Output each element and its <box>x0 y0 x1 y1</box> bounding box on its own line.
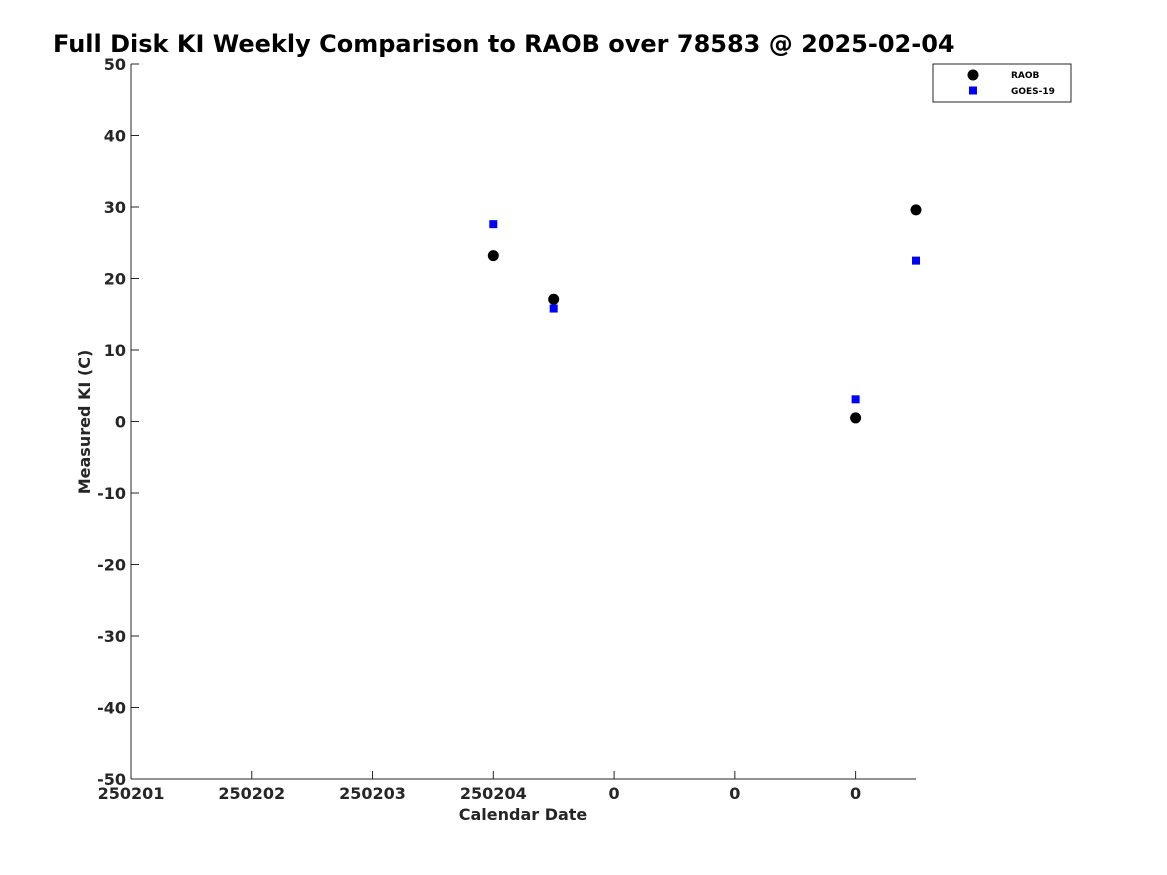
y-tick-label: 10 <box>104 341 126 360</box>
y-tick-label: -20 <box>97 556 126 575</box>
x-tick-label: 250201 <box>98 784 165 803</box>
y-tick-label: 20 <box>104 270 126 289</box>
x-tick-label: 250202 <box>218 784 285 803</box>
data-point-raob <box>910 204 922 216</box>
y-tick-label: -50 <box>97 770 126 789</box>
y-tick-label: -10 <box>97 484 126 503</box>
chart-title: Full Disk KI Weekly Comparison to RAOB o… <box>53 30 955 58</box>
data-point-goes-19 <box>549 304 558 313</box>
legend-label-raob: RAOB <box>1011 71 1040 81</box>
y-tick-label: 50 <box>104 55 126 74</box>
x-tick-label: 0 <box>850 784 861 803</box>
axes <box>130 64 916 780</box>
y-tick-label: -40 <box>97 699 126 718</box>
data-point-raob <box>487 250 499 262</box>
data-point-raob <box>850 412 862 424</box>
legend-marker-raob <box>967 69 979 81</box>
y-axis-ticks: -50 -40 -30 -20 -10 0 10 20 30 40 50 <box>97 55 139 789</box>
data-point-goes-19 <box>489 220 498 229</box>
x-axis-ticks: 250201 250202 250203 250204 0 0 0 <box>98 771 861 803</box>
y-tick-label: 40 <box>104 127 126 146</box>
x-tick-label: 250204 <box>460 784 527 803</box>
legend-box <box>932 63 1072 103</box>
x-tick-label: 0 <box>609 784 620 803</box>
x-axis-label: Calendar Date <box>459 805 588 824</box>
y-tick-label: 30 <box>104 198 126 217</box>
x-tick-label: 0 <box>729 784 740 803</box>
legend: RAOB GOES-19 <box>932 63 1072 103</box>
data-points <box>487 204 922 424</box>
data-point-goes-19 <box>912 256 920 265</box>
y-axis-label: Measured KI (C) <box>75 350 94 495</box>
legend-marker-goes-19 <box>969 86 977 95</box>
y-tick-label: -30 <box>97 627 126 646</box>
x-tick-label: 250203 <box>339 784 406 803</box>
data-point-goes-19 <box>851 395 860 404</box>
data-point-raob <box>548 293 560 305</box>
y-tick-label: 0 <box>115 413 126 432</box>
legend-label-goes-19: GOES-19 <box>1011 87 1055 97</box>
